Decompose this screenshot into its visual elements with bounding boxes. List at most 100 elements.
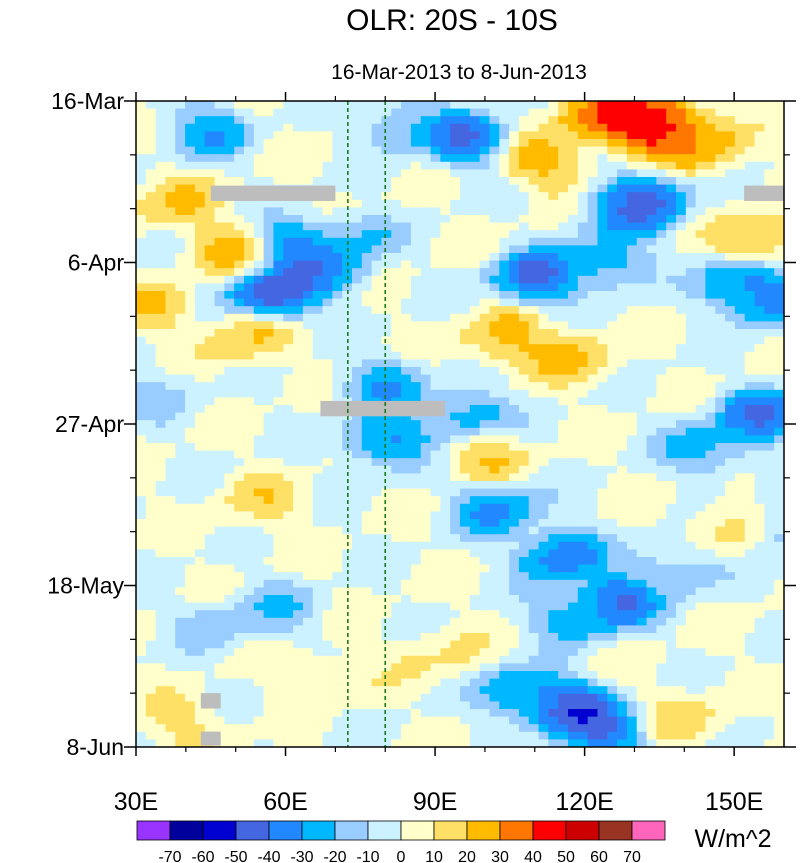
heatmap-cell bbox=[312, 450, 324, 459]
heatmap-cell bbox=[352, 534, 363, 543]
heatmap-cell bbox=[646, 625, 657, 634]
heatmap-cell bbox=[352, 245, 363, 254]
heatmap-cell bbox=[332, 359, 343, 368]
heatmap-cell bbox=[430, 481, 441, 490]
heatmap-cell bbox=[518, 177, 530, 186]
heatmap-cell bbox=[705, 503, 716, 512]
heatmap-cell bbox=[391, 283, 402, 292]
heatmap-cell bbox=[283, 146, 294, 155]
heatmap-cell bbox=[744, 488, 756, 497]
heatmap-cell bbox=[744, 291, 756, 300]
heatmap-cell bbox=[352, 610, 363, 619]
heatmap-cell bbox=[273, 519, 284, 528]
heatmap-cell bbox=[597, 161, 608, 170]
heatmap-cell bbox=[568, 177, 579, 186]
heatmap-cell bbox=[568, 465, 579, 474]
heatmap-cell bbox=[577, 450, 589, 459]
heatmap-cell bbox=[715, 283, 726, 292]
heatmap-cell bbox=[312, 420, 324, 429]
heatmap-cell bbox=[450, 602, 461, 611]
heatmap-cell bbox=[410, 648, 422, 657]
heatmap-cell bbox=[322, 534, 333, 543]
heatmap-cell bbox=[646, 640, 657, 649]
heatmap-cell bbox=[715, 602, 726, 611]
heatmap-cell bbox=[587, 557, 599, 566]
heatmap-cell bbox=[283, 222, 294, 231]
heatmap-cell bbox=[224, 602, 235, 611]
heatmap-cell bbox=[136, 359, 147, 368]
heatmap-cell bbox=[587, 359, 599, 368]
heatmap-cell bbox=[253, 465, 265, 474]
heatmap-cell bbox=[283, 663, 294, 672]
heatmap-cell bbox=[538, 389, 549, 398]
heatmap-cell bbox=[371, 572, 383, 581]
heatmap-cell bbox=[715, 617, 726, 626]
heatmap-cell bbox=[312, 313, 324, 322]
heatmap-cell bbox=[705, 199, 716, 208]
heatmap-cell bbox=[253, 526, 265, 535]
heatmap-cell bbox=[469, 177, 481, 186]
heatmap-cell bbox=[136, 511, 147, 520]
heatmap-cell bbox=[401, 123, 412, 132]
heatmap-cell bbox=[568, 351, 579, 360]
heatmap-cell bbox=[430, 192, 441, 201]
heatmap-cell bbox=[695, 306, 707, 315]
heatmap-cell bbox=[224, 161, 235, 170]
heatmap-cell bbox=[204, 640, 216, 649]
heatmap-cell bbox=[685, 420, 697, 429]
heatmap-cell bbox=[410, 192, 422, 201]
heatmap-cell bbox=[509, 237, 520, 246]
heatmap-cell bbox=[312, 207, 324, 216]
heatmap-cell bbox=[597, 435, 608, 444]
heatmap-cell bbox=[214, 541, 225, 550]
heatmap-cell bbox=[479, 420, 491, 429]
heatmap-cell bbox=[293, 169, 304, 178]
heatmap-cell bbox=[214, 313, 225, 322]
heatmap-cell bbox=[175, 450, 186, 459]
heatmap-cell bbox=[715, 526, 726, 535]
heatmap-cell bbox=[136, 313, 147, 322]
heatmap-cell bbox=[587, 329, 599, 338]
heatmap-cell bbox=[469, 617, 481, 626]
heatmap-cell bbox=[577, 237, 589, 246]
heatmap-cell bbox=[479, 161, 491, 170]
heatmap-cell bbox=[361, 671, 373, 680]
heatmap-cell bbox=[558, 503, 569, 512]
heatmap-cell bbox=[499, 298, 510, 307]
heatmap-cell bbox=[499, 557, 510, 566]
heatmap-cell bbox=[273, 131, 284, 140]
heatmap-cell bbox=[293, 488, 304, 497]
heatmap-cell bbox=[577, 222, 589, 231]
heatmap-cell bbox=[381, 108, 392, 117]
heatmap-cell bbox=[715, 496, 726, 505]
heatmap-cell bbox=[136, 473, 147, 482]
heatmap-cell bbox=[469, 146, 481, 155]
heatmap-cell bbox=[136, 222, 147, 231]
heatmap-cell bbox=[489, 306, 500, 315]
heatmap-cell bbox=[391, 101, 402, 110]
heatmap-cell bbox=[420, 283, 432, 292]
heatmap-cell bbox=[224, 329, 235, 338]
heatmap-cell bbox=[548, 275, 559, 284]
heatmap-cell bbox=[577, 382, 589, 391]
heatmap-cell bbox=[450, 625, 461, 634]
heatmap-cell bbox=[214, 123, 225, 132]
heatmap-cell bbox=[587, 579, 599, 588]
heatmap-cell bbox=[410, 336, 422, 345]
heatmap-cell bbox=[469, 519, 481, 528]
heatmap-cell bbox=[774, 473, 784, 482]
heatmap-cell bbox=[342, 564, 353, 573]
heatmap-cell bbox=[460, 146, 471, 155]
heatmap-cell bbox=[509, 177, 520, 186]
heatmap-cell bbox=[401, 511, 412, 520]
heatmap-cell bbox=[381, 359, 392, 368]
heatmap-cell bbox=[450, 427, 461, 436]
heatmap-cell bbox=[361, 131, 373, 140]
heatmap-cell bbox=[774, 625, 784, 634]
heatmap-cell bbox=[587, 412, 599, 421]
heatmap-cell bbox=[440, 351, 451, 360]
heatmap-cell bbox=[224, 336, 235, 345]
heatmap-cell bbox=[577, 481, 589, 490]
heatmap-cell bbox=[450, 215, 461, 224]
heatmap-cell bbox=[410, 222, 422, 231]
